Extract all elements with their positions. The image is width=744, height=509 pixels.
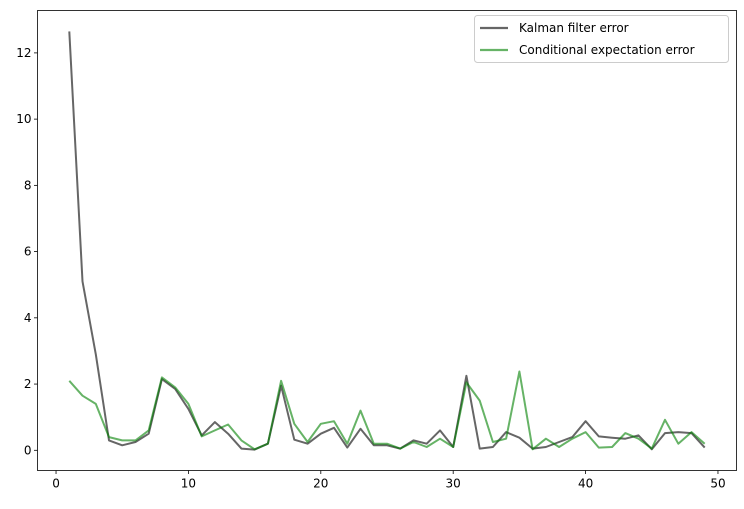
- y-tick-label: 10: [16, 112, 31, 126]
- x-tick-label: 0: [52, 477, 60, 491]
- series-line-0: [68, 31, 706, 451]
- x-tick-label: 30: [446, 477, 461, 491]
- y-tick-label: 6: [24, 245, 32, 259]
- x-tick-label: 10: [181, 477, 196, 491]
- legend-label-conditional: Conditional expectation error: [519, 43, 695, 57]
- x-tick-label: 50: [710, 477, 725, 491]
- plot-area: [68, 31, 706, 451]
- y-tick-label: 0: [24, 443, 32, 457]
- x-axis: 0 10 20 30 40 50: [52, 470, 726, 491]
- legend: Kalman filter error Conditional expectat…: [474, 15, 729, 63]
- legend-label-kalman: Kalman filter error: [519, 21, 629, 35]
- y-tick-label: 2: [24, 377, 32, 391]
- y-tick-label: 12: [16, 46, 31, 60]
- axes-frame: [37, 10, 737, 471]
- y-tick-label: 8: [24, 178, 32, 192]
- legend-box: [474, 15, 729, 63]
- x-tick-label: 20: [313, 477, 328, 491]
- y-axis: 0 2 4 6 8 10 12: [16, 46, 38, 457]
- x-tick-label: 40: [578, 477, 593, 491]
- y-tick-label: 4: [24, 311, 32, 325]
- series-line-1: [68, 370, 706, 451]
